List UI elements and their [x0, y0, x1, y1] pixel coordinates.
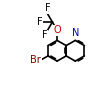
- Text: N: N: [72, 28, 79, 38]
- Text: F: F: [37, 17, 43, 27]
- Text: Br: Br: [30, 55, 41, 64]
- Text: F: F: [42, 30, 47, 40]
- Text: F: F: [45, 4, 51, 14]
- Text: O: O: [53, 25, 61, 35]
